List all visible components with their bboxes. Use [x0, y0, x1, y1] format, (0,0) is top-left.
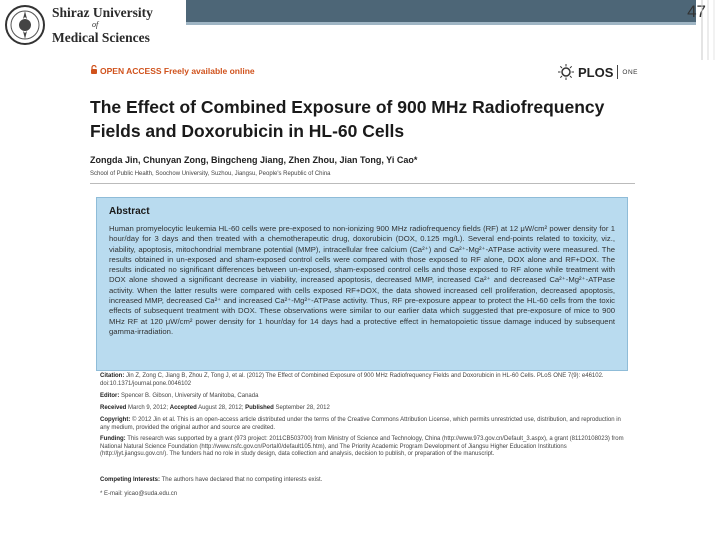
abstract-box: Abstract Human promyelocytic leukemia HL…	[96, 197, 628, 371]
accepted-date: August 28, 2012;	[198, 405, 244, 411]
university-seal-icon	[5, 5, 45, 45]
dates: Received March 9, 2012; Accepted August …	[100, 405, 630, 413]
university-name-line2: of	[92, 20, 99, 29]
citation: Citation: Jin Z, Zong C, Jiang B, Zhou Z…	[100, 373, 630, 388]
funding: Funding: This research was supported by …	[100, 436, 630, 459]
journal-logo: PLOS ONE	[558, 61, 638, 83]
open-lock-icon	[91, 64, 97, 74]
university-logo: Shiraz University of Medical Sciences	[4, 4, 180, 46]
page-number: 47	[687, 2, 706, 21]
article-authors: Zongda Jin, Chunyan Zong, Bingcheng Jian…	[90, 155, 418, 165]
editor-text: Spencer B. Gibson, University of Manitob…	[121, 393, 259, 399]
article-affiliation: School of Public Health, Soochow Univers…	[90, 171, 331, 177]
slide-header: Shiraz University of Medical Sciences 47	[0, 0, 720, 60]
abstract-text: Human promyelocytic leukemia HL-60 cells…	[109, 224, 615, 336]
logo-separator	[617, 65, 619, 79]
contact-email: * E-mail: yicao@suda.edu.cn	[100, 491, 178, 497]
header-bar-accent	[186, 22, 696, 25]
divider	[90, 183, 635, 184]
funding-label: Funding:	[100, 436, 126, 442]
decorative-corner	[701, 0, 715, 60]
competing-interests: Competing Interests: The authors have de…	[100, 477, 630, 485]
published-label: Published	[245, 405, 274, 411]
received-label: Received	[100, 405, 127, 411]
received-date: March 9, 2012;	[128, 405, 169, 411]
plos-sun-icon	[558, 64, 574, 80]
competing-text: The authors have declared that no compet…	[161, 477, 323, 483]
editor-label: Editor:	[100, 393, 120, 399]
copyright-label: Copyright:	[100, 417, 131, 423]
accepted-label: Accepted	[169, 405, 197, 411]
plos-wordmark: PLOS	[578, 64, 614, 80]
published-date: September 28, 2012	[275, 405, 330, 411]
funding-text: This research was supported by a grant (…	[100, 436, 624, 458]
copyright: Copyright: © 2012 Jin et al. This is an …	[100, 417, 630, 432]
citation-label: Citation:	[100, 373, 125, 379]
header-bar	[186, 0, 696, 22]
copyright-text: © 2012 Jin et al. This is an open-access…	[100, 417, 621, 431]
citation-text: Jin Z, Zong C, Jiang B, Zhou Z, Tong J, …	[100, 373, 604, 387]
university-name-line1: Shiraz University	[52, 5, 153, 20]
editor: Editor: Spencer B. Gibson, University of…	[100, 393, 630, 401]
plos-one-label: ONE	[622, 68, 638, 76]
university-name-line3: Medical Sciences	[52, 30, 150, 45]
article-page: OPEN ACCESS Freely available online PLOS…	[82, 55, 640, 517]
competing-label: Competing Interests:	[100, 477, 161, 483]
open-access-text: OPEN ACCESS Freely available online	[100, 66, 255, 76]
article-title: The Effect of Combined Exposure of 900 M…	[90, 97, 605, 141]
open-access-label: OPEN ACCESS Freely available online	[90, 64, 255, 76]
abstract-heading: Abstract	[109, 206, 150, 217]
